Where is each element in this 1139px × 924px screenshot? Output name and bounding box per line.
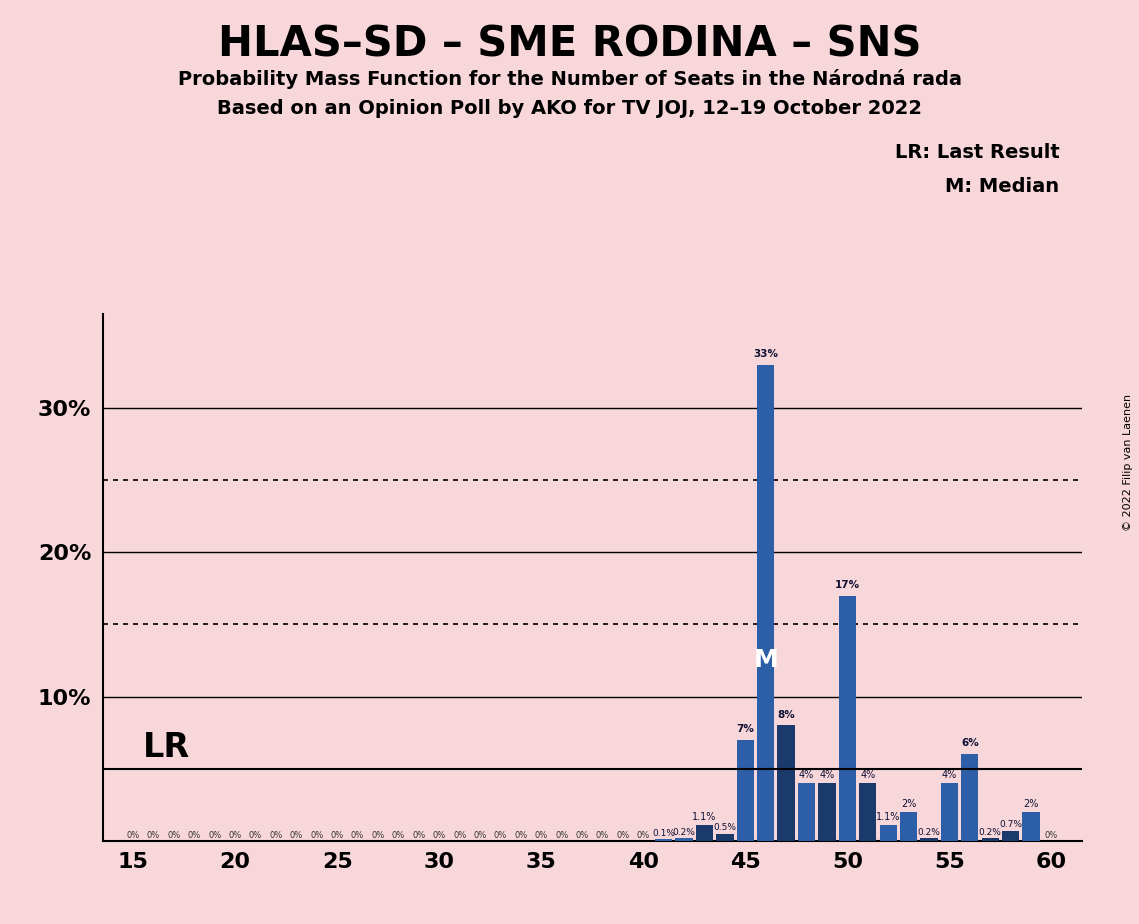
Text: 0%: 0% [494, 831, 507, 840]
Text: 0%: 0% [575, 831, 589, 840]
Bar [920, 838, 937, 841]
Text: 0.5%: 0.5% [713, 823, 737, 833]
Text: 1.1%: 1.1% [876, 812, 900, 822]
Text: 0%: 0% [514, 831, 527, 840]
Text: 0%: 0% [392, 831, 405, 840]
Text: 6%: 6% [961, 738, 978, 748]
Text: 8%: 8% [777, 710, 795, 720]
Text: 4%: 4% [860, 771, 876, 780]
Text: 17%: 17% [835, 579, 860, 590]
Text: 0%: 0% [371, 831, 385, 840]
Text: 2%: 2% [1023, 799, 1039, 809]
Text: 0.7%: 0.7% [999, 821, 1022, 830]
Text: 0.2%: 0.2% [978, 828, 1001, 836]
Text: 0.1%: 0.1% [653, 829, 675, 838]
Text: 0%: 0% [616, 831, 630, 840]
Text: 0%: 0% [310, 831, 323, 840]
Text: 0%: 0% [474, 831, 486, 840]
Text: 0%: 0% [249, 831, 262, 840]
Text: 0%: 0% [412, 831, 426, 840]
Bar [982, 838, 999, 841]
Bar [696, 825, 713, 841]
Text: 7%: 7% [737, 724, 754, 734]
Text: 0%: 0% [289, 831, 303, 840]
Bar [778, 725, 795, 841]
Text: 0.2%: 0.2% [918, 828, 941, 836]
Text: M: M [753, 648, 778, 672]
Text: 33%: 33% [753, 349, 778, 359]
Text: 0%: 0% [637, 831, 650, 840]
Text: 1.1%: 1.1% [693, 812, 716, 822]
Text: 0%: 0% [330, 831, 344, 840]
Text: 0.2%: 0.2% [673, 828, 696, 836]
Text: 0%: 0% [596, 831, 609, 840]
Text: 0%: 0% [188, 831, 200, 840]
Text: LR: Last Result: LR: Last Result [894, 143, 1059, 163]
Text: 4%: 4% [798, 771, 814, 780]
Text: HLAS–SD – SME RODINA – SNS: HLAS–SD – SME RODINA – SNS [218, 23, 921, 65]
Text: 0%: 0% [229, 831, 241, 840]
Bar [818, 784, 836, 841]
Text: 0%: 0% [167, 831, 181, 840]
Bar [859, 784, 876, 841]
Text: 0%: 0% [555, 831, 568, 840]
Text: 0%: 0% [147, 831, 161, 840]
Text: 4%: 4% [819, 771, 835, 780]
Bar [675, 838, 693, 841]
Text: M: Median: M: Median [945, 177, 1059, 197]
Bar [941, 784, 958, 841]
Text: Based on an Opinion Poll by AKO for TV JOJ, 12–19 October 2022: Based on an Opinion Poll by AKO for TV J… [218, 99, 921, 118]
Text: 0%: 0% [1044, 831, 1058, 840]
Text: 0%: 0% [126, 831, 140, 840]
Bar [655, 839, 672, 841]
Bar [737, 740, 754, 841]
Bar [798, 784, 816, 841]
Text: 4%: 4% [942, 771, 957, 780]
Text: © 2022 Filip van Laenen: © 2022 Filip van Laenen [1123, 394, 1133, 530]
Bar [716, 833, 734, 841]
Text: 0%: 0% [433, 831, 445, 840]
Text: 2%: 2% [901, 799, 916, 809]
Text: 0%: 0% [534, 831, 548, 840]
Text: Probability Mass Function for the Number of Seats in the Národná rada: Probability Mass Function for the Number… [178, 69, 961, 90]
Bar [757, 365, 775, 841]
Bar [1002, 831, 1019, 841]
Bar [900, 812, 917, 841]
Bar [879, 825, 896, 841]
Bar [838, 596, 857, 841]
Text: 0%: 0% [351, 831, 364, 840]
Text: 0%: 0% [208, 831, 221, 840]
Bar [1023, 812, 1040, 841]
Text: LR: LR [144, 732, 190, 764]
Text: 0%: 0% [453, 831, 466, 840]
Text: 0%: 0% [269, 831, 282, 840]
Bar [961, 754, 978, 841]
